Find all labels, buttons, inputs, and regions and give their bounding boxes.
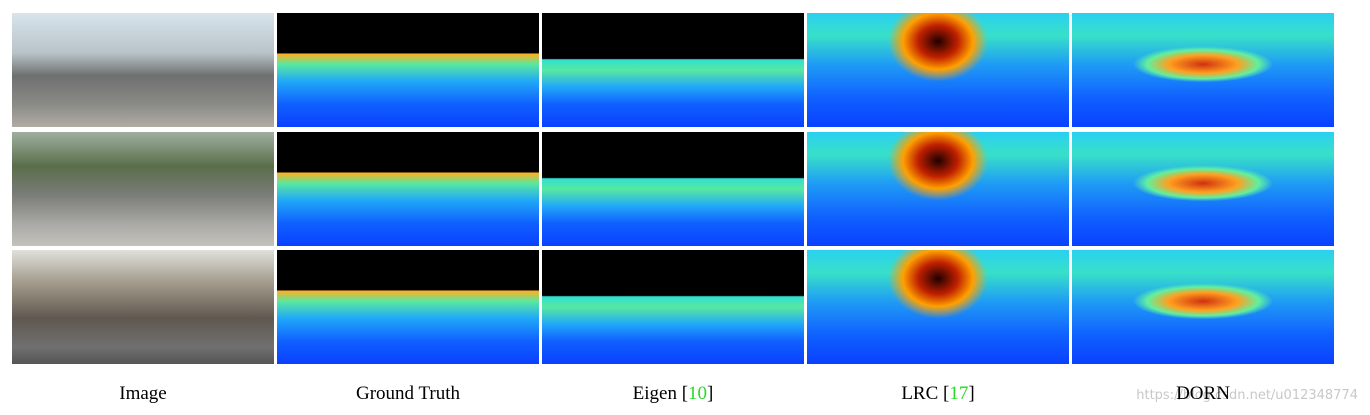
column-label: Ground Truth bbox=[277, 383, 539, 405]
column-label: Eigen [10] bbox=[542, 383, 804, 405]
image-panel bbox=[807, 132, 1069, 246]
image-panel bbox=[12, 132, 274, 246]
column-label: LRC [17] bbox=[807, 383, 1069, 405]
image-panel bbox=[12, 250, 274, 364]
image-panel bbox=[807, 13, 1069, 127]
label-text: Image bbox=[119, 383, 167, 404]
label-text: Ground Truth bbox=[356, 383, 460, 404]
label-text: DORN bbox=[1176, 383, 1230, 404]
column-label: DORN bbox=[1072, 383, 1334, 405]
image-panel bbox=[277, 250, 539, 364]
label-text: Eigen [ bbox=[632, 383, 689, 404]
image-panel bbox=[277, 13, 539, 127]
citation[interactable]: 10 bbox=[688, 383, 708, 404]
citation[interactable]: 17 bbox=[949, 383, 969, 404]
label-text: ] bbox=[968, 383, 975, 404]
image-panel bbox=[277, 132, 539, 246]
column-label: Image bbox=[12, 383, 274, 405]
image-panel bbox=[542, 13, 804, 127]
image-panel bbox=[1072, 132, 1334, 246]
label-text: LRC [ bbox=[901, 383, 950, 404]
image-panel bbox=[1072, 13, 1334, 127]
image-panel bbox=[807, 250, 1069, 364]
image-panel bbox=[542, 132, 804, 246]
image-panel bbox=[12, 13, 274, 127]
label-text: ] bbox=[707, 383, 714, 404]
image-panel bbox=[542, 250, 804, 364]
watermark: https://blog.csdn.net/u012348774 bbox=[1136, 388, 1358, 403]
image-panel bbox=[1072, 250, 1334, 364]
